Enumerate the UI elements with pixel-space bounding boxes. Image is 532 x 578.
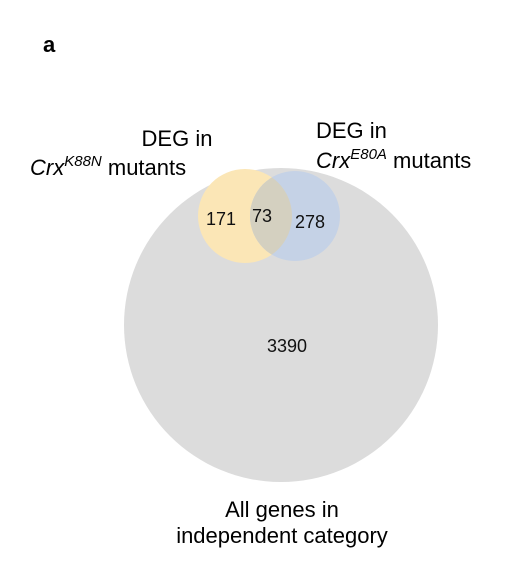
e80a-allele: E80A <box>350 146 387 163</box>
k88n-gene-name: Crx <box>30 155 65 180</box>
panel-label: a <box>43 32 56 57</box>
k88n-label-line2: CrxK88N mutants <box>30 153 186 180</box>
count-e80a-only: 278 <box>295 212 325 232</box>
k88n-label-line1: DEG in <box>142 126 213 151</box>
count-k88n-only: 171 <box>206 209 236 229</box>
overlap-region <box>250 171 292 261</box>
k88n-allele: K88N <box>64 153 102 170</box>
count-overlap: 73 <box>252 206 272 226</box>
count-background-only: 3390 <box>267 336 307 356</box>
all-genes-label-line1: All genes in <box>225 497 339 522</box>
all-genes-label-line2: independent category <box>176 523 388 548</box>
e80a-gene-name: Crx <box>316 148 351 173</box>
e80a-label-line2: CrxE80A mutants <box>316 146 471 173</box>
e80a-label-line1: DEG in <box>316 118 387 143</box>
all-genes-circle <box>124 168 438 482</box>
e80a-suffix: mutants <box>393 148 471 173</box>
k88n-suffix: mutants <box>108 155 186 180</box>
